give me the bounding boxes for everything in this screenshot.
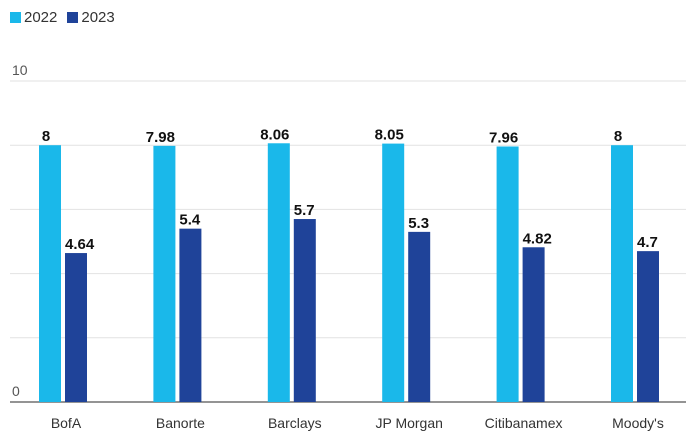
x-tick-label-3: JP Morgan (375, 415, 442, 431)
bar-2023-4 (522, 247, 545, 402)
bar-2022-0 (39, 145, 61, 402)
legend: 2022 2023 (10, 6, 115, 28)
data-label-2023-1: 5.4 (179, 212, 201, 229)
legend-swatch-2022 (10, 11, 21, 23)
bar-2022-4 (496, 146, 519, 402)
data-label-2022-1: 7.98 (146, 129, 175, 146)
bar-2023-1 (179, 228, 202, 402)
bar-2022-2 (267, 143, 290, 403)
data-label-2022-5: 8 (614, 128, 622, 145)
data-label-2023-2: 5.7 (294, 202, 315, 219)
data-label-2022-0: 8 (42, 128, 50, 145)
bar-2023-2 (293, 219, 316, 402)
legend-item-2023: 2023 (67, 8, 115, 26)
legend-item-2022: 2022 (10, 9, 57, 26)
bar-2022-5 (611, 145, 633, 402)
data-label-2023-0: 4.64 (65, 236, 95, 253)
bar-2022-1 (153, 145, 176, 403)
legend-label-2022: 2022 (24, 8, 58, 26)
x-tick-label-0: BofA (51, 415, 82, 431)
data-label-2022-4: 7.96 (489, 129, 518, 146)
data-label-2023-5: 4.7 (637, 234, 658, 251)
bar-2022-3 (382, 143, 405, 402)
legend-swatch-2023 (67, 11, 79, 23)
data-label-2023-3: 5.3 (408, 215, 429, 232)
x-tick-label-1: Banorte (156, 415, 205, 431)
bar-2023-0 (65, 253, 87, 402)
legend-label-2023: 2023 (81, 8, 115, 26)
data-label-2022-2: 8.06 (260, 126, 289, 143)
y-tick-label-0: 0 (12, 383, 20, 399)
x-tick-label-2: Barclays (268, 415, 322, 431)
bar-2023-3 (408, 231, 431, 402)
bar-2023-5 (637, 251, 659, 402)
x-tick-label-5: Moody's (612, 415, 664, 431)
data-label-2023-4: 4.82 (523, 230, 552, 247)
y-tick-label-10: 10 (12, 62, 28, 78)
data-label-2022-3: 8.05 (375, 127, 404, 144)
x-tick-label-4: Citibanamex (485, 415, 563, 431)
